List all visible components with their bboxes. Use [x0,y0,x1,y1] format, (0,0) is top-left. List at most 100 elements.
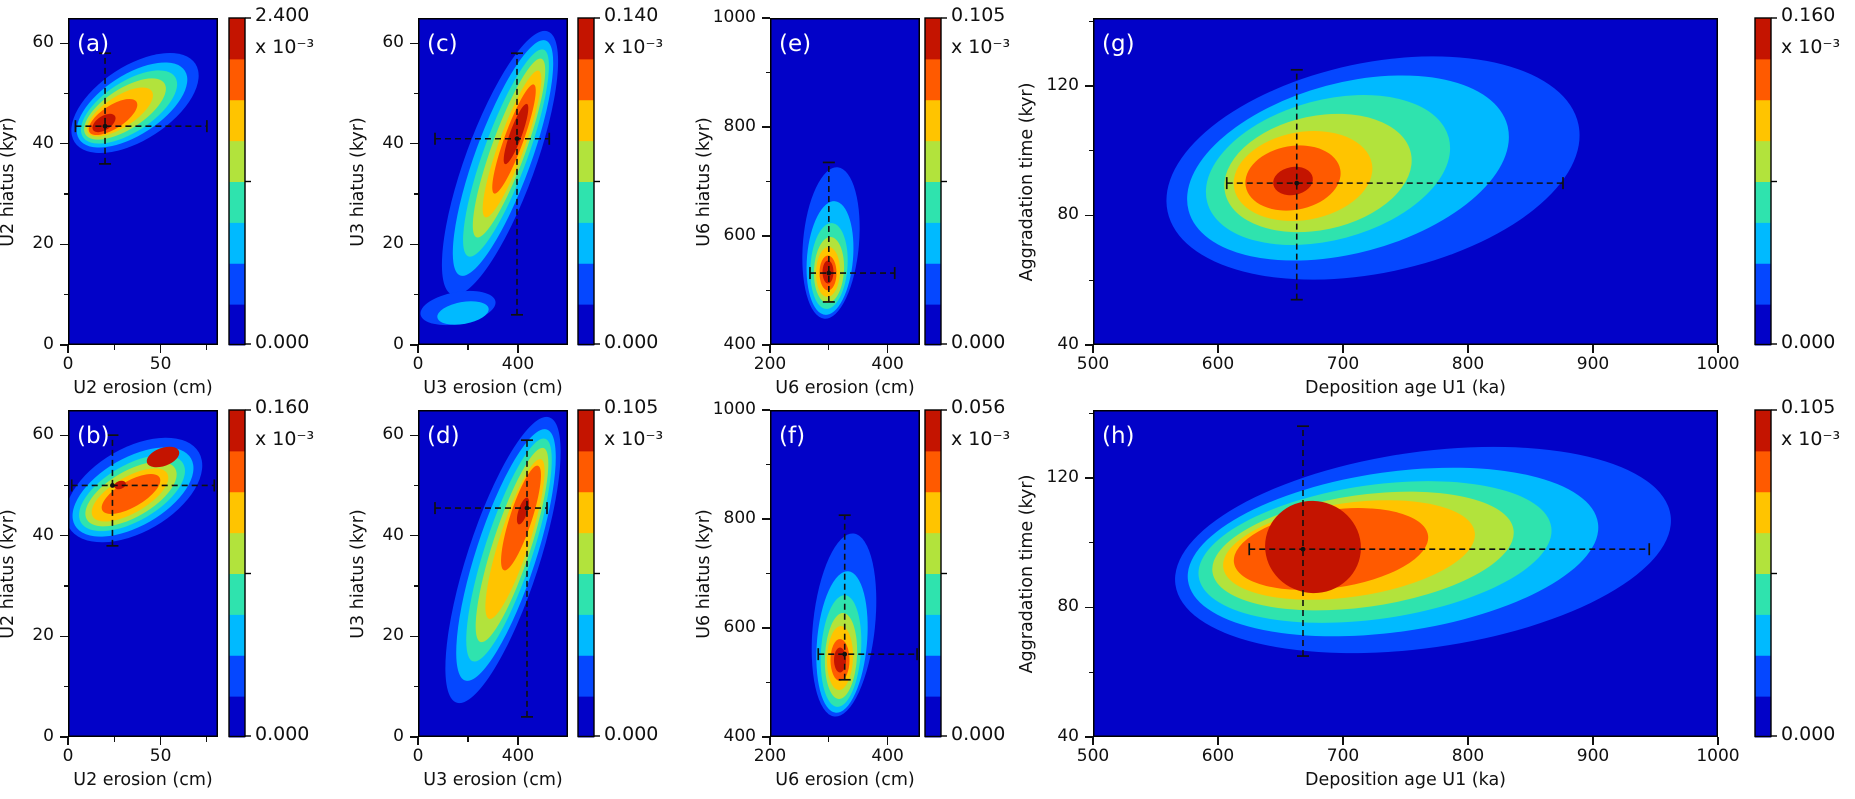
panel-h-colorbar-band-3 [1755,573,1771,615]
panel-h-yminortick [1088,671,1093,673]
panel-b-ytick [60,535,68,537]
panel-a-ytick [60,344,68,346]
panel-b-yticklabel: 0 [43,726,54,747]
panel-c-colorbar-multiplier: x 10⁻³ [604,36,664,58]
panel-e-colorbar-band-4 [925,140,941,182]
panel-b-colorbar-max: 0.160 [255,396,310,418]
panel-h-xtick [1592,737,1594,745]
panel-g-yticklabel: 40 [1057,334,1079,355]
panel-c-density-layer-3 [437,301,489,325]
panel-b-xaxis-label: U2 erosion (cm) [73,770,213,790]
panel-a-xticklabel: 50 [149,354,172,374]
panel-c-yticklabel: 20 [382,233,404,254]
panel-b-xtick [159,737,162,745]
panel-h-xtick [1217,737,1219,745]
panel-f-yminortick [765,572,770,575]
panel-g-colorbar-multiplier: x 10⁻³ [1781,36,1841,58]
panel-f-colorbar-band-0 [925,696,941,738]
panel-h-plot: (h) [1093,410,1718,737]
panel-e-yaxis-label: U6 hiatus (kyr) [693,116,714,247]
panel-a-xtick [159,345,162,353]
panel-e-yticklabel: 800 [723,116,756,137]
panel-g-letter: (g) [1102,31,1135,57]
panel-f-letter: (f) [779,423,805,449]
panel-h-colorbar-band-1 [1755,655,1771,697]
panel-c-colorbar-band-6 [578,58,594,101]
panel-h-xticklabel: 900 [1576,746,1610,766]
panel-h-xaxis-label: Deposition age U1 (ka) [1305,770,1506,790]
panel-b-xticklabel: 0 [62,746,74,766]
panel-d-colorbar-band-0 [578,696,594,738]
panel-d-colorbar-band-3 [578,573,594,615]
panel-g-xticklabel: 600 [1201,354,1235,374]
panel-d-letter: (d) [427,423,460,449]
panel-b-frame [68,410,218,737]
panel-h-mode-marker [1300,546,1306,552]
panel-g-ytick [1085,214,1093,217]
panel-f-colorbar-band-2 [925,614,941,656]
panel-c-colorbar-min: 0.000 [604,331,659,353]
panel-g-yticklabel: 80 [1057,204,1079,225]
panel-d-colorbar-band-7 [578,410,594,452]
panel-e-xticklabel: 200 [753,354,787,374]
panel-b-colorbar-band-3 [229,573,245,615]
panel-d-xticklabel: 400 [501,746,535,766]
panel-d-plot: (d) [418,410,568,737]
panel-c-colorbar [577,17,600,346]
panel-d-frame [418,410,568,737]
panel-b-colorbar-band-2 [229,614,245,656]
panel-e-ytick [762,235,770,237]
panel-f-yminortick [765,463,770,466]
panel-c-colorbar-max: 0.140 [604,4,659,26]
panel-d-ytick [410,434,418,436]
panel-f-colorbar [924,409,947,738]
panel-f-frame [770,410,920,737]
panel-e-ytick [762,17,770,19]
panel-b-density-layer-7 [114,480,126,490]
panel-f-ytick [762,409,770,411]
panel-f-xtick [887,737,889,745]
panel-h-yaxis-label: Aggradation time (kyr) [1016,474,1037,673]
panel-d-xtick [517,737,519,745]
panel-h-xticklabel: 800 [1451,746,1485,766]
panel-h-colorbar-band-2 [1755,614,1771,656]
panel-a-colorbar-band-6 [229,58,245,101]
panel-h-xtick [1092,737,1094,745]
panel-c-colorbar-band-0 [578,304,594,346]
panel-h-xtick [1717,737,1719,745]
panel-c-ytick [410,143,418,145]
panel-e-colorbar-band-2 [925,222,941,264]
panel-h-xtick [1467,737,1469,745]
panel-b-ytick [60,434,68,436]
panel-d-ytick [410,535,418,537]
panel-d-yticklabel: 0 [393,726,404,747]
panel-g-plot: (g) [1093,18,1718,345]
panel-a-yticklabel: 0 [43,334,54,355]
panel-a-colorbar-multiplier: x 10⁻³ [255,36,315,58]
panel-f-yaxis-label: U6 hiatus (kyr) [693,508,714,639]
panel-a-ytick [60,42,68,44]
panel-g-xticklabel: 1000 [1696,354,1740,374]
panel-b-colorbar [228,409,251,738]
panel-d-yminortick [413,484,418,487]
panel-g-colorbar-band-0 [1755,304,1771,346]
panel-g-xtick [1592,345,1594,353]
panel-h-letter: (h) [1102,423,1135,449]
panel-f-colorbar-band-6 [925,450,941,493]
panel-c-mode-marker [514,136,520,142]
panel-g-xticklabel: 500 [1076,354,1110,374]
panel-a-yticklabel: 40 [32,132,54,153]
panel-h-yticklabel: 120 [1046,467,1079,488]
panel-e-xticklabel: 400 [871,354,904,374]
panel-g-yminortick [1088,279,1093,281]
panel-f-colorbar-band-5 [925,491,941,534]
panel-a-frame [68,18,218,345]
panel-e-colorbar-max: 0.105 [951,4,1006,26]
panel-c-colorbar-band-1 [578,263,594,305]
panel-h-colorbar-min: 0.000 [1781,723,1836,745]
panel-d-ytick [410,635,418,637]
panel-g-xticklabel: 800 [1451,354,1485,374]
panel-f-colorbar-band-7 [925,410,941,452]
panel-g-colorbar-band-6 [1755,58,1771,101]
panel-a-ytick [60,143,68,145]
